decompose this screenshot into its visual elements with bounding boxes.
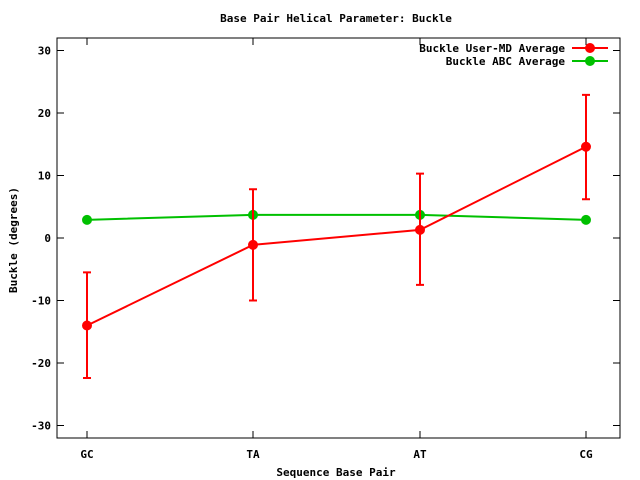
series-1: [82, 209, 591, 225]
data-point: [82, 214, 92, 225]
data-point: [82, 320, 92, 331]
data-point: [581, 214, 591, 225]
x-tick-label: TA: [246, 448, 260, 461]
series-line: [86, 145, 587, 327]
x-axis-label: Sequence Base Pair: [276, 466, 396, 479]
y-tick-label: 0: [44, 232, 51, 245]
legend-label: Buckle User-MD Average: [419, 42, 565, 55]
series-line: [86, 213, 587, 221]
data-point: [415, 224, 425, 235]
x-tick-label: GC: [80, 448, 93, 461]
y-tick-label: 20: [38, 107, 51, 120]
data-point: [581, 141, 591, 152]
data-point: [248, 239, 258, 250]
series-layer: [82, 93, 591, 379]
y-tick-label: 10: [38, 170, 51, 183]
legend-marker: [585, 56, 595, 66]
y-tick-label: -10: [31, 295, 51, 308]
y-axis-label: Buckle (degrees): [7, 187, 20, 293]
x-tick-label: AT: [413, 448, 427, 461]
legend-marker: [585, 43, 595, 53]
y-tick-label: -30: [31, 420, 51, 433]
chart-title: Base Pair Helical Parameter: Buckle: [220, 12, 452, 25]
x-tick-label: CG: [579, 448, 593, 461]
legend-label: Buckle ABC Average: [446, 55, 566, 68]
y-tick-label: -20: [31, 357, 51, 370]
y-tick-label: 30: [38, 45, 51, 58]
x-axis: GC TA AT CG: [80, 38, 593, 461]
y-axis: -30 -20 -10 0 10 20 30: [31, 45, 620, 433]
series-0: [82, 93, 591, 379]
